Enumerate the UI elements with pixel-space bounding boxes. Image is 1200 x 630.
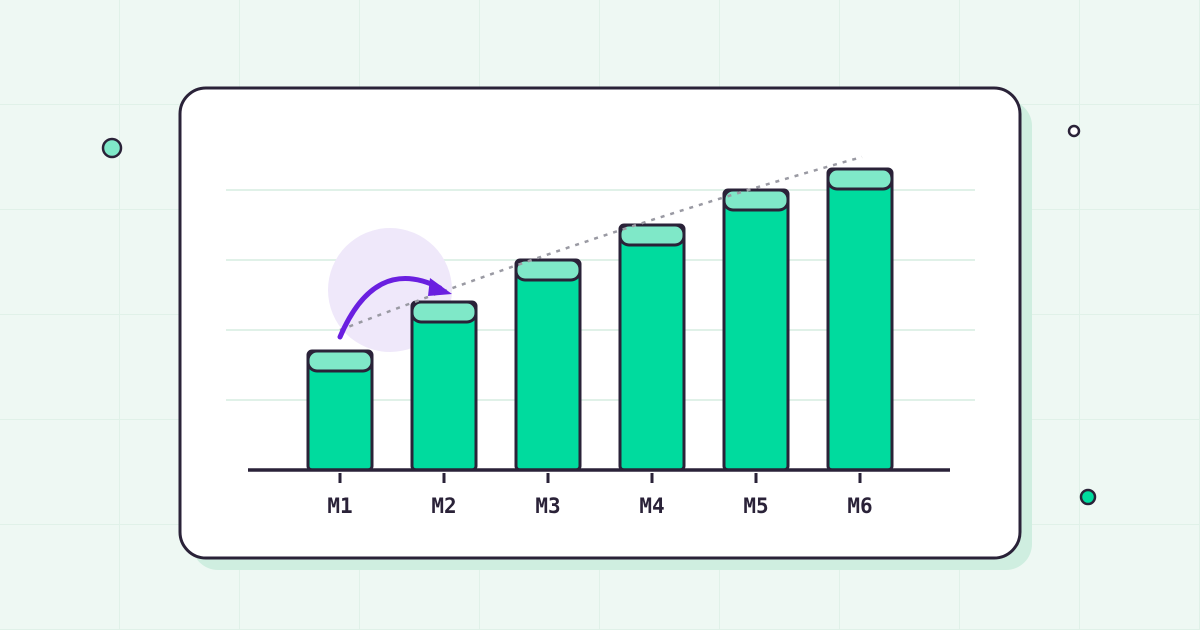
- decor-dot: [101, 137, 123, 159]
- bar: [514, 258, 582, 472]
- bar: [826, 167, 894, 472]
- x-tick-label: M5: [743, 494, 768, 518]
- growth-arrow: [337, 276, 443, 340]
- bars: [306, 167, 894, 472]
- bar-cap: [722, 188, 790, 212]
- arrow-head: [428, 278, 452, 296]
- bar: [618, 223, 686, 472]
- bar: [722, 188, 790, 472]
- bar-cap: [514, 258, 582, 282]
- bar-cap: [826, 167, 894, 191]
- x-tick-label: M1: [327, 494, 352, 518]
- x-tick-label: M3: [535, 494, 560, 518]
- decor-dot: [1079, 488, 1097, 506]
- decor-dot: [1067, 124, 1081, 138]
- x-tick-label: M2: [431, 494, 456, 518]
- bar-cap: [306, 349, 374, 373]
- bar: [410, 300, 478, 472]
- bar-cap: [410, 300, 478, 324]
- x-tick-label: M6: [847, 494, 872, 518]
- x-tick-label: M4: [639, 494, 664, 518]
- bar-cap: [618, 223, 686, 247]
- card: [178, 86, 1022, 560]
